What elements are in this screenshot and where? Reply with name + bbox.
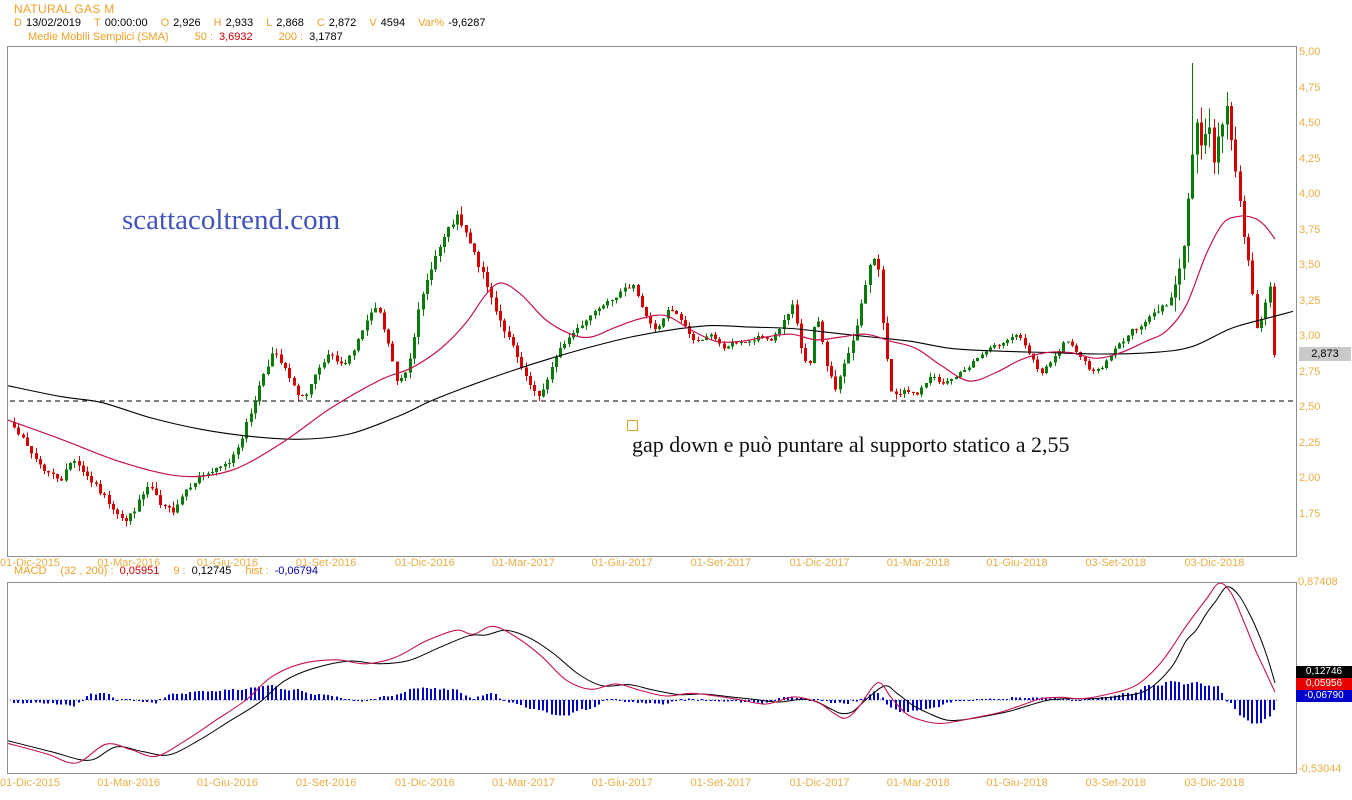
quote-value: 2,926 — [173, 17, 201, 29]
quote-label: Var% — [418, 17, 445, 29]
annotation-text[interactable]: gap down e può puntare al supporto stati… — [632, 432, 1070, 457]
macd-param: (32 , 200) : — [60, 565, 114, 577]
price-tick-2,75: 2,75 — [1299, 365, 1321, 378]
date-tick-01-Giu-2018: 01-Giu-2018 — [986, 777, 1048, 789]
date-tick-01-Dic-2016: 01-Dic-2016 — [394, 777, 455, 789]
price-tick-4,25: 4,25 — [1299, 152, 1321, 165]
quote-label: L — [266, 17, 273, 29]
date-tick-01-Giu-2017: 01-Giu-2017 — [591, 777, 653, 789]
macd-pane[interactable] — [7, 582, 1297, 774]
price-tick-3,00: 3,00 — [1299, 330, 1321, 342]
date-tick-03-Dic-2018: 03-Dic-2018 — [1184, 777, 1245, 789]
date-tick-01-Dic-2015: 01-Dic-2015 — [0, 557, 60, 569]
price-chart[interactable] — [8, 47, 1296, 556]
price-tick-3,75: 3,75 — [1299, 223, 1321, 236]
quote-field-v: V 4594 — [369, 17, 405, 29]
date-tick-01-Mar-2018: 01-Mar-2018 — [886, 557, 950, 569]
date-tick-01-Set-2016: 01-Set-2016 — [295, 777, 357, 789]
price-tick-4,00: 4,00 — [1299, 188, 1321, 200]
date-tick-01-Giu-2016: 01-Giu-2016 — [196, 777, 258, 789]
quote-label: C — [316, 17, 325, 29]
date-tick-01-Giu-2017: 01-Giu-2017 — [591, 557, 653, 569]
watermark: scattacoltrend.com — [122, 204, 341, 236]
date-tick-01-Dic-2017: 01-Dic-2017 — [789, 777, 850, 789]
macd-chart[interactable] — [8, 583, 1296, 773]
date-tick-01-Mar-2017: 01-Mar-2017 — [492, 557, 555, 569]
date-tick-01-Mar-2017: 01-Mar-2017 — [492, 777, 555, 789]
quote-value: 2,868 — [276, 17, 304, 29]
date-tick-03-Set-2018: 03-Set-2018 — [1085, 777, 1146, 789]
quote-label: O — [160, 17, 170, 29]
date-tick-01-Dic-2016: 01-Dic-2016 — [394, 557, 455, 569]
sma-name: Medie Mobili Semplici (SMA) — [28, 31, 169, 43]
macd-value: 0,05951 — [119, 565, 160, 577]
quote-value: 00:00:00 — [104, 17, 148, 29]
last-price-badge: 2,873 — [1299, 347, 1351, 361]
date-tick-01-Mar-2016: 01-Mar-2016 — [97, 557, 161, 569]
date-tick-01-Set-2017: 01-Set-2017 — [690, 557, 752, 569]
sma-legend-row: Medie Mobili Semplici (SMA) 50 : 3,6932 200… — [28, 31, 343, 43]
price-pane[interactable] — [7, 46, 1297, 557]
date-tick-03-Dic-2018: 03-Dic-2018 — [1184, 557, 1245, 569]
date-tick-01-Giu-2018: 01-Giu-2018 — [986, 557, 1048, 569]
date-tick-01-Set-2017: 01-Set-2017 — [690, 777, 752, 789]
quote-value: 4594 — [380, 17, 406, 29]
ohlc-quote-row: D 13/02/2019 T 00:00:00 O 2,926 H 2,933 L 2,868 C 2… — [14, 17, 486, 29]
sma-period: 200 : — [278, 31, 304, 43]
macd-axis-min: -0,53044 — [1298, 763, 1342, 775]
price-tick-3,25: 3,25 — [1299, 294, 1321, 307]
sma-item-1: 200 : 3,1787 — [279, 31, 343, 43]
macd-value: -0,06794 — [274, 565, 319, 577]
sma-value: 3,6932 — [218, 31, 253, 43]
date-tick-01-Mar-2018: 01-Mar-2018 — [886, 777, 950, 789]
sma-value: 3,1787 — [309, 31, 343, 43]
macd-hist-badge: -0,06790 — [1296, 690, 1352, 702]
macd-item-0: (32 , 200) : 0,05951 — [60, 565, 159, 577]
date-tick-03-Set-2018: 03-Set-2018 — [1085, 557, 1146, 569]
macd-signal-badge: 0,12746 — [1296, 666, 1352, 678]
price-tick-4,75: 4,75 — [1299, 81, 1321, 94]
price-tick-2,50: 2,50 — [1299, 401, 1321, 413]
macd-item-2: hist : -0,06794 — [245, 565, 318, 577]
quote-field-l: L 2,868 — [266, 17, 304, 29]
price-tick-3,50: 3,50 — [1299, 259, 1321, 271]
price-tick-2,00: 2,00 — [1299, 472, 1321, 484]
quote-value: -9,6287 — [448, 17, 486, 29]
quote-label: T — [94, 17, 101, 29]
date-tick-01-Dic-2015: 01-Dic-2015 — [0, 777, 60, 789]
instrument-title: NATURAL GAS M — [14, 2, 115, 16]
quote-field-h: H 2,933 — [214, 17, 253, 29]
date-tick-01-Set-2016: 01-Set-2016 — [295, 557, 357, 569]
quote-field-c: C 2,872 — [317, 17, 356, 29]
quote-value: 2,872 — [328, 17, 357, 29]
quote-field-var: Var% -9,6287 — [418, 17, 485, 29]
macd-value-badge: 0,05956 — [1296, 678, 1352, 690]
quote-label: D — [14, 17, 22, 29]
date-tick-01-Mar-2016: 01-Mar-2016 — [97, 777, 161, 789]
quote-value: 13/02/2019 — [25, 17, 82, 29]
sma-period: 50 : — [194, 31, 213, 43]
macd-axis-max: 0,87408 — [1298, 576, 1338, 588]
annotation-anchor-square[interactable] — [627, 420, 638, 431]
quote-label: H — [213, 17, 222, 29]
date-tick-01-Dic-2017: 01-Dic-2017 — [789, 557, 850, 569]
macd-value: 0,12745 — [191, 565, 232, 577]
price-tick-4,50: 4,50 — [1299, 117, 1321, 129]
macd-name: MACD — [14, 565, 47, 577]
price-tick-2,25: 2,25 — [1299, 436, 1321, 449]
quote-field-t: T 00:00:00 — [94, 17, 148, 29]
quote-field-d: D 13/02/2019 — [14, 17, 81, 29]
date-tick-01-Giu-2016: 01-Giu-2016 — [196, 557, 258, 569]
macd-param: 9 : — [173, 565, 186, 577]
quote-label: V — [369, 17, 377, 29]
sma-item-0: 50 : 3,6932 — [195, 31, 253, 43]
macd-param: hist : — [245, 565, 269, 577]
quote-value: 2,933 — [225, 17, 254, 29]
price-tick-5,00: 5,00 — [1299, 46, 1321, 58]
quote-field-o: O 2,926 — [161, 17, 201, 29]
price-tick-1,75: 1,75 — [1299, 507, 1321, 520]
macd-item-1: 9 : 0,12745 — [173, 565, 231, 577]
macd-legend-row: MACD (32 , 200) : 0,05951 9 : 0,12745 hist :-… — [14, 565, 318, 577]
